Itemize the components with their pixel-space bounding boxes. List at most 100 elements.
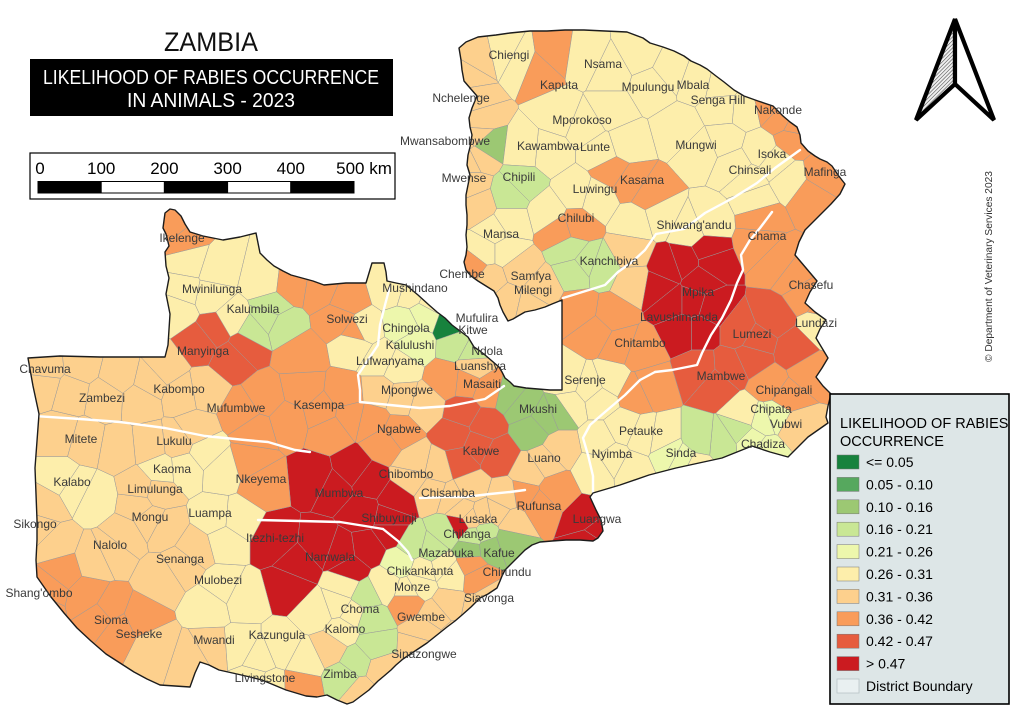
svg-text:Mambwe: Mambwe <box>697 369 746 383</box>
svg-text:Mwense: Mwense <box>442 171 487 185</box>
svg-text:Kawambwa: Kawambwa <box>517 139 579 153</box>
svg-text:Nyimba: Nyimba <box>592 447 633 461</box>
svg-text:ZAMBIA: ZAMBIA <box>164 27 258 57</box>
svg-text:LIKELIHOOD OF RABIES OCCURRENC: LIKELIHOOD OF RABIES OCCURRENCE <box>43 67 379 89</box>
svg-text:Chama: Chama <box>748 229 787 243</box>
svg-text:Serenje: Serenje <box>564 373 606 387</box>
svg-text:500 km: 500 km <box>336 159 392 178</box>
svg-text:Nkeyema: Nkeyema <box>236 472 287 486</box>
svg-text:Mpulungu: Mpulungu <box>622 80 675 94</box>
svg-text:Lundazi: Lundazi <box>795 316 837 330</box>
svg-text:Petauke: Petauke <box>619 424 663 438</box>
svg-text:Sioma: Sioma <box>94 613 128 627</box>
svg-text:Siavonga: Siavonga <box>464 591 514 605</box>
svg-text:0.05 - 0.10: 0.05 - 0.10 <box>866 476 933 492</box>
svg-text:District Boundary: District Boundary <box>866 678 973 694</box>
svg-text:Monze: Monze <box>394 580 430 594</box>
svg-text:Luampa: Luampa <box>188 506 232 520</box>
svg-text:Chisamba: Chisamba <box>421 486 475 500</box>
svg-text:Senga Hill: Senga Hill <box>691 93 746 107</box>
svg-text:<= 0.05: <= 0.05 <box>866 454 914 470</box>
svg-text:Mitete: Mitete <box>65 432 98 446</box>
svg-text:Masaiti: Masaiti <box>463 377 501 391</box>
svg-text:0.26 - 0.31: 0.26 - 0.31 <box>866 566 933 582</box>
svg-text:Kitwe: Kitwe <box>458 323 488 337</box>
svg-text:Kalomo: Kalomo <box>325 622 366 636</box>
svg-text:Manyinga: Manyinga <box>177 344 229 358</box>
svg-text:Milengi: Milengi <box>514 283 552 297</box>
svg-text:Itezhi-tezhi: Itezhi-tezhi <box>246 531 304 545</box>
svg-text:IN ANIMALS - 2023: IN ANIMALS - 2023 <box>127 90 295 112</box>
svg-text:Chinsali: Chinsali <box>729 163 772 177</box>
svg-text:Chipangali: Chipangali <box>756 383 813 397</box>
svg-text:Samfya: Samfya <box>511 269 552 283</box>
svg-text:Shiwang'andu: Shiwang'andu <box>656 218 731 232</box>
svg-text:Zambezi: Zambezi <box>79 391 125 405</box>
svg-text:Kanchibiya: Kanchibiya <box>580 254 639 268</box>
svg-text:Mungwi: Mungwi <box>675 138 716 152</box>
svg-text:Kasama: Kasama <box>620 173 664 187</box>
svg-text:Chingola: Chingola <box>382 321 430 335</box>
svg-text:Mumbwa: Mumbwa <box>315 486 364 500</box>
svg-text:Luangwa: Luangwa <box>573 512 622 526</box>
svg-text:Nakonde: Nakonde <box>754 103 802 117</box>
svg-text:Sinazongwe: Sinazongwe <box>391 647 457 661</box>
svg-text:Mufumbwe: Mufumbwe <box>207 401 266 415</box>
svg-text:Chembe: Chembe <box>439 267 485 281</box>
svg-text:Kabompo: Kabompo <box>153 382 205 396</box>
svg-text:Lavushimanda: Lavushimanda <box>640 310 718 324</box>
svg-text:Mazabuka: Mazabuka <box>418 546 474 560</box>
svg-text:Gwembe: Gwembe <box>397 610 445 624</box>
svg-text:Luwingu: Luwingu <box>573 182 618 196</box>
svg-text:Luano: Luano <box>527 451 561 465</box>
svg-text:0.10 - 0.16: 0.10 - 0.16 <box>866 499 933 515</box>
svg-text:Shang'ombo: Shang'ombo <box>5 586 72 600</box>
svg-text:Isoka: Isoka <box>758 147 787 161</box>
svg-text:Lunte: Lunte <box>580 140 610 154</box>
svg-text:Mbala: Mbala <box>677 78 710 92</box>
svg-text:Zimba: Zimba <box>323 667 357 681</box>
svg-text:Mpongwe: Mpongwe <box>381 383 433 397</box>
svg-text:> 0.47: > 0.47 <box>866 656 906 672</box>
svg-text:Kalulushi: Kalulushi <box>386 338 435 352</box>
svg-text:Kasempa: Kasempa <box>294 398 345 412</box>
svg-text:Chibombo: Chibombo <box>379 467 434 481</box>
svg-text:Mporokoso: Mporokoso <box>552 113 612 127</box>
svg-text:Kafue: Kafue <box>483 546 515 560</box>
svg-text:Sikongo: Sikongo <box>13 517 57 531</box>
svg-text:Chipili: Chipili <box>503 170 536 184</box>
svg-text:Ndola: Ndola <box>471 344 503 358</box>
svg-text:Lumezi: Lumezi <box>733 327 772 341</box>
svg-text:Chiengi: Chiengi <box>489 48 530 62</box>
svg-text:0.31 - 0.36: 0.31 - 0.36 <box>866 588 933 604</box>
svg-text:Mwandi: Mwandi <box>193 633 234 647</box>
svg-text:Mwinilunga: Mwinilunga <box>182 282 242 296</box>
svg-text:Chitambo: Chitambo <box>614 336 666 350</box>
svg-text:Chipata: Chipata <box>750 402 792 416</box>
svg-text:400: 400 <box>277 159 305 178</box>
svg-text:Shibuyunji: Shibuyunji <box>361 511 416 525</box>
svg-text:Chadiza: Chadiza <box>741 437 785 451</box>
svg-text:Mansa: Mansa <box>483 227 519 241</box>
svg-text:100: 100 <box>87 159 115 178</box>
svg-text:Rufunsa: Rufunsa <box>517 499 562 513</box>
svg-text:Sinda: Sinda <box>666 446 697 460</box>
svg-text:OCCURRENCE: OCCURRENCE <box>840 434 944 450</box>
svg-text:200: 200 <box>150 159 178 178</box>
svg-text:Chilubi: Chilubi <box>558 211 595 225</box>
svg-text:Chirundu: Chirundu <box>483 565 532 579</box>
svg-text:0.16 - 0.21: 0.16 - 0.21 <box>866 521 933 537</box>
svg-text:0: 0 <box>35 159 44 178</box>
svg-text:Mufulira: Mufulira <box>456 311 499 325</box>
svg-text:Kalabo: Kalabo <box>53 475 91 489</box>
svg-text:Mkushi: Mkushi <box>519 402 557 416</box>
svg-text:Namwala: Namwala <box>305 550 355 564</box>
svg-text:© Department of Veterinary Ser: © Department of Veterinary Services 2023 <box>984 171 995 362</box>
svg-text:Chikankanta: Chikankanta <box>387 564 454 578</box>
svg-text:Lufwanyama: Lufwanyama <box>356 354 424 368</box>
svg-text:LIKELIHOOD OF RABIES: LIKELIHOOD OF RABIES <box>840 416 1008 432</box>
svg-text:Mwansabombwe: Mwansabombwe <box>400 134 490 148</box>
svg-text:Vubwi: Vubwi <box>770 417 802 431</box>
svg-text:Kalumbila: Kalumbila <box>227 302 280 316</box>
svg-text:0.21 - 0.26: 0.21 - 0.26 <box>866 544 933 560</box>
